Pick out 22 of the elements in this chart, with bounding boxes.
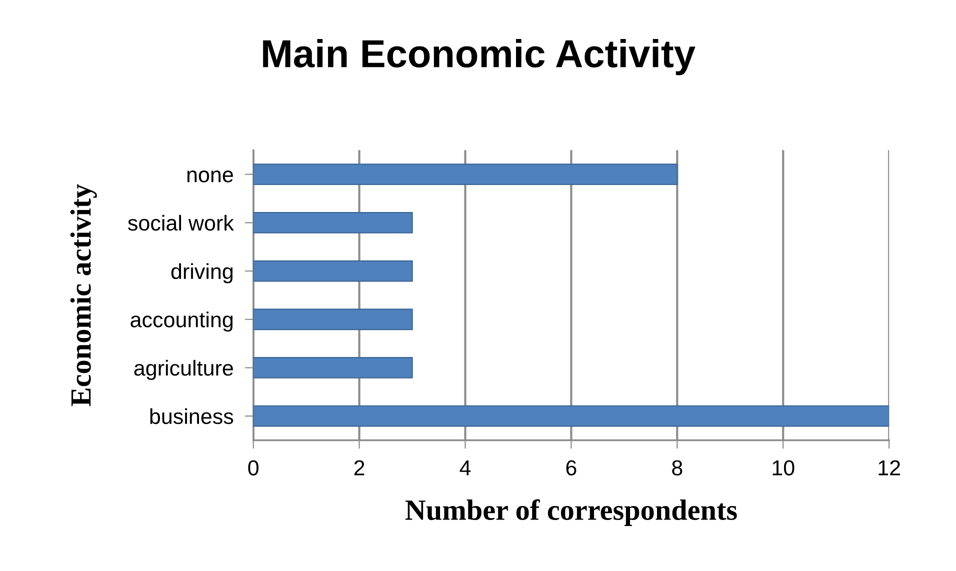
y-axis-title: Economic activity: [70, 184, 97, 406]
x-axis-title: Number of correspondents: [405, 499, 737, 526]
y-tick-label: agriculture: [134, 360, 233, 380]
x-tick-label: 2: [354, 460, 364, 476]
x-tick-label: 0: [248, 460, 258, 476]
y-tick-label: social work: [128, 214, 234, 231]
y-tick-label: accounting: [130, 312, 233, 332]
y-tick-label: none: [187, 170, 233, 182]
x-tick-label: 10: [772, 460, 794, 476]
y-tick-label: driving: [171, 263, 233, 284]
bar: [253, 357, 413, 378]
x-tick-label: 4: [460, 460, 471, 476]
y-tick-label: business: [150, 408, 234, 424]
bar: [253, 308, 413, 330]
bar: [253, 212, 413, 234]
bar: [253, 405, 890, 427]
bar: [253, 260, 413, 282]
x-tick-label: 8: [672, 460, 682, 476]
x-tick-label: 6: [566, 460, 576, 476]
bar: [253, 164, 678, 186]
chart-title: Main Economic Activity: [263, 38, 696, 76]
x-tick-label: 12: [878, 460, 900, 476]
